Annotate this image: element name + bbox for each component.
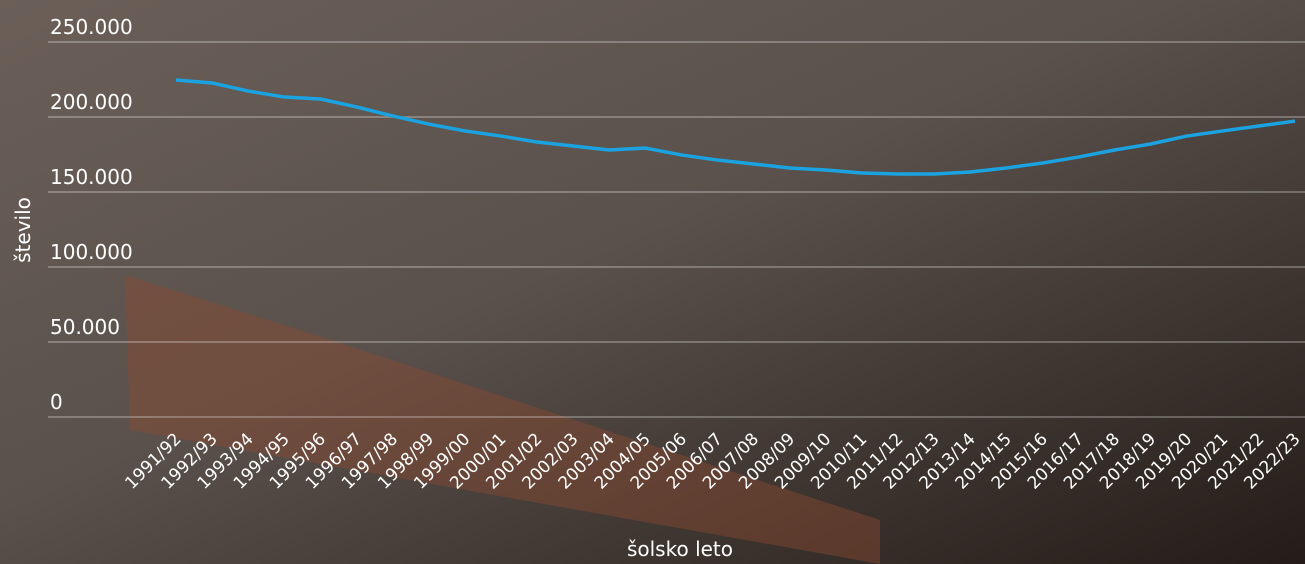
y-tick-label: 100.000	[50, 240, 133, 264]
y-tick-label: 150.000	[50, 165, 133, 189]
y-tick-label: 0	[50, 390, 63, 414]
x-axis-title: šolsko leto	[627, 537, 733, 561]
background-book	[125, 275, 880, 564]
y-tick-label: 200.000	[50, 90, 133, 114]
y-axis-title: število	[11, 197, 35, 263]
data-line	[175, 78, 1296, 176]
y-tick-label: 50.000	[50, 315, 120, 339]
y-tick-label: 250.000	[50, 15, 133, 39]
